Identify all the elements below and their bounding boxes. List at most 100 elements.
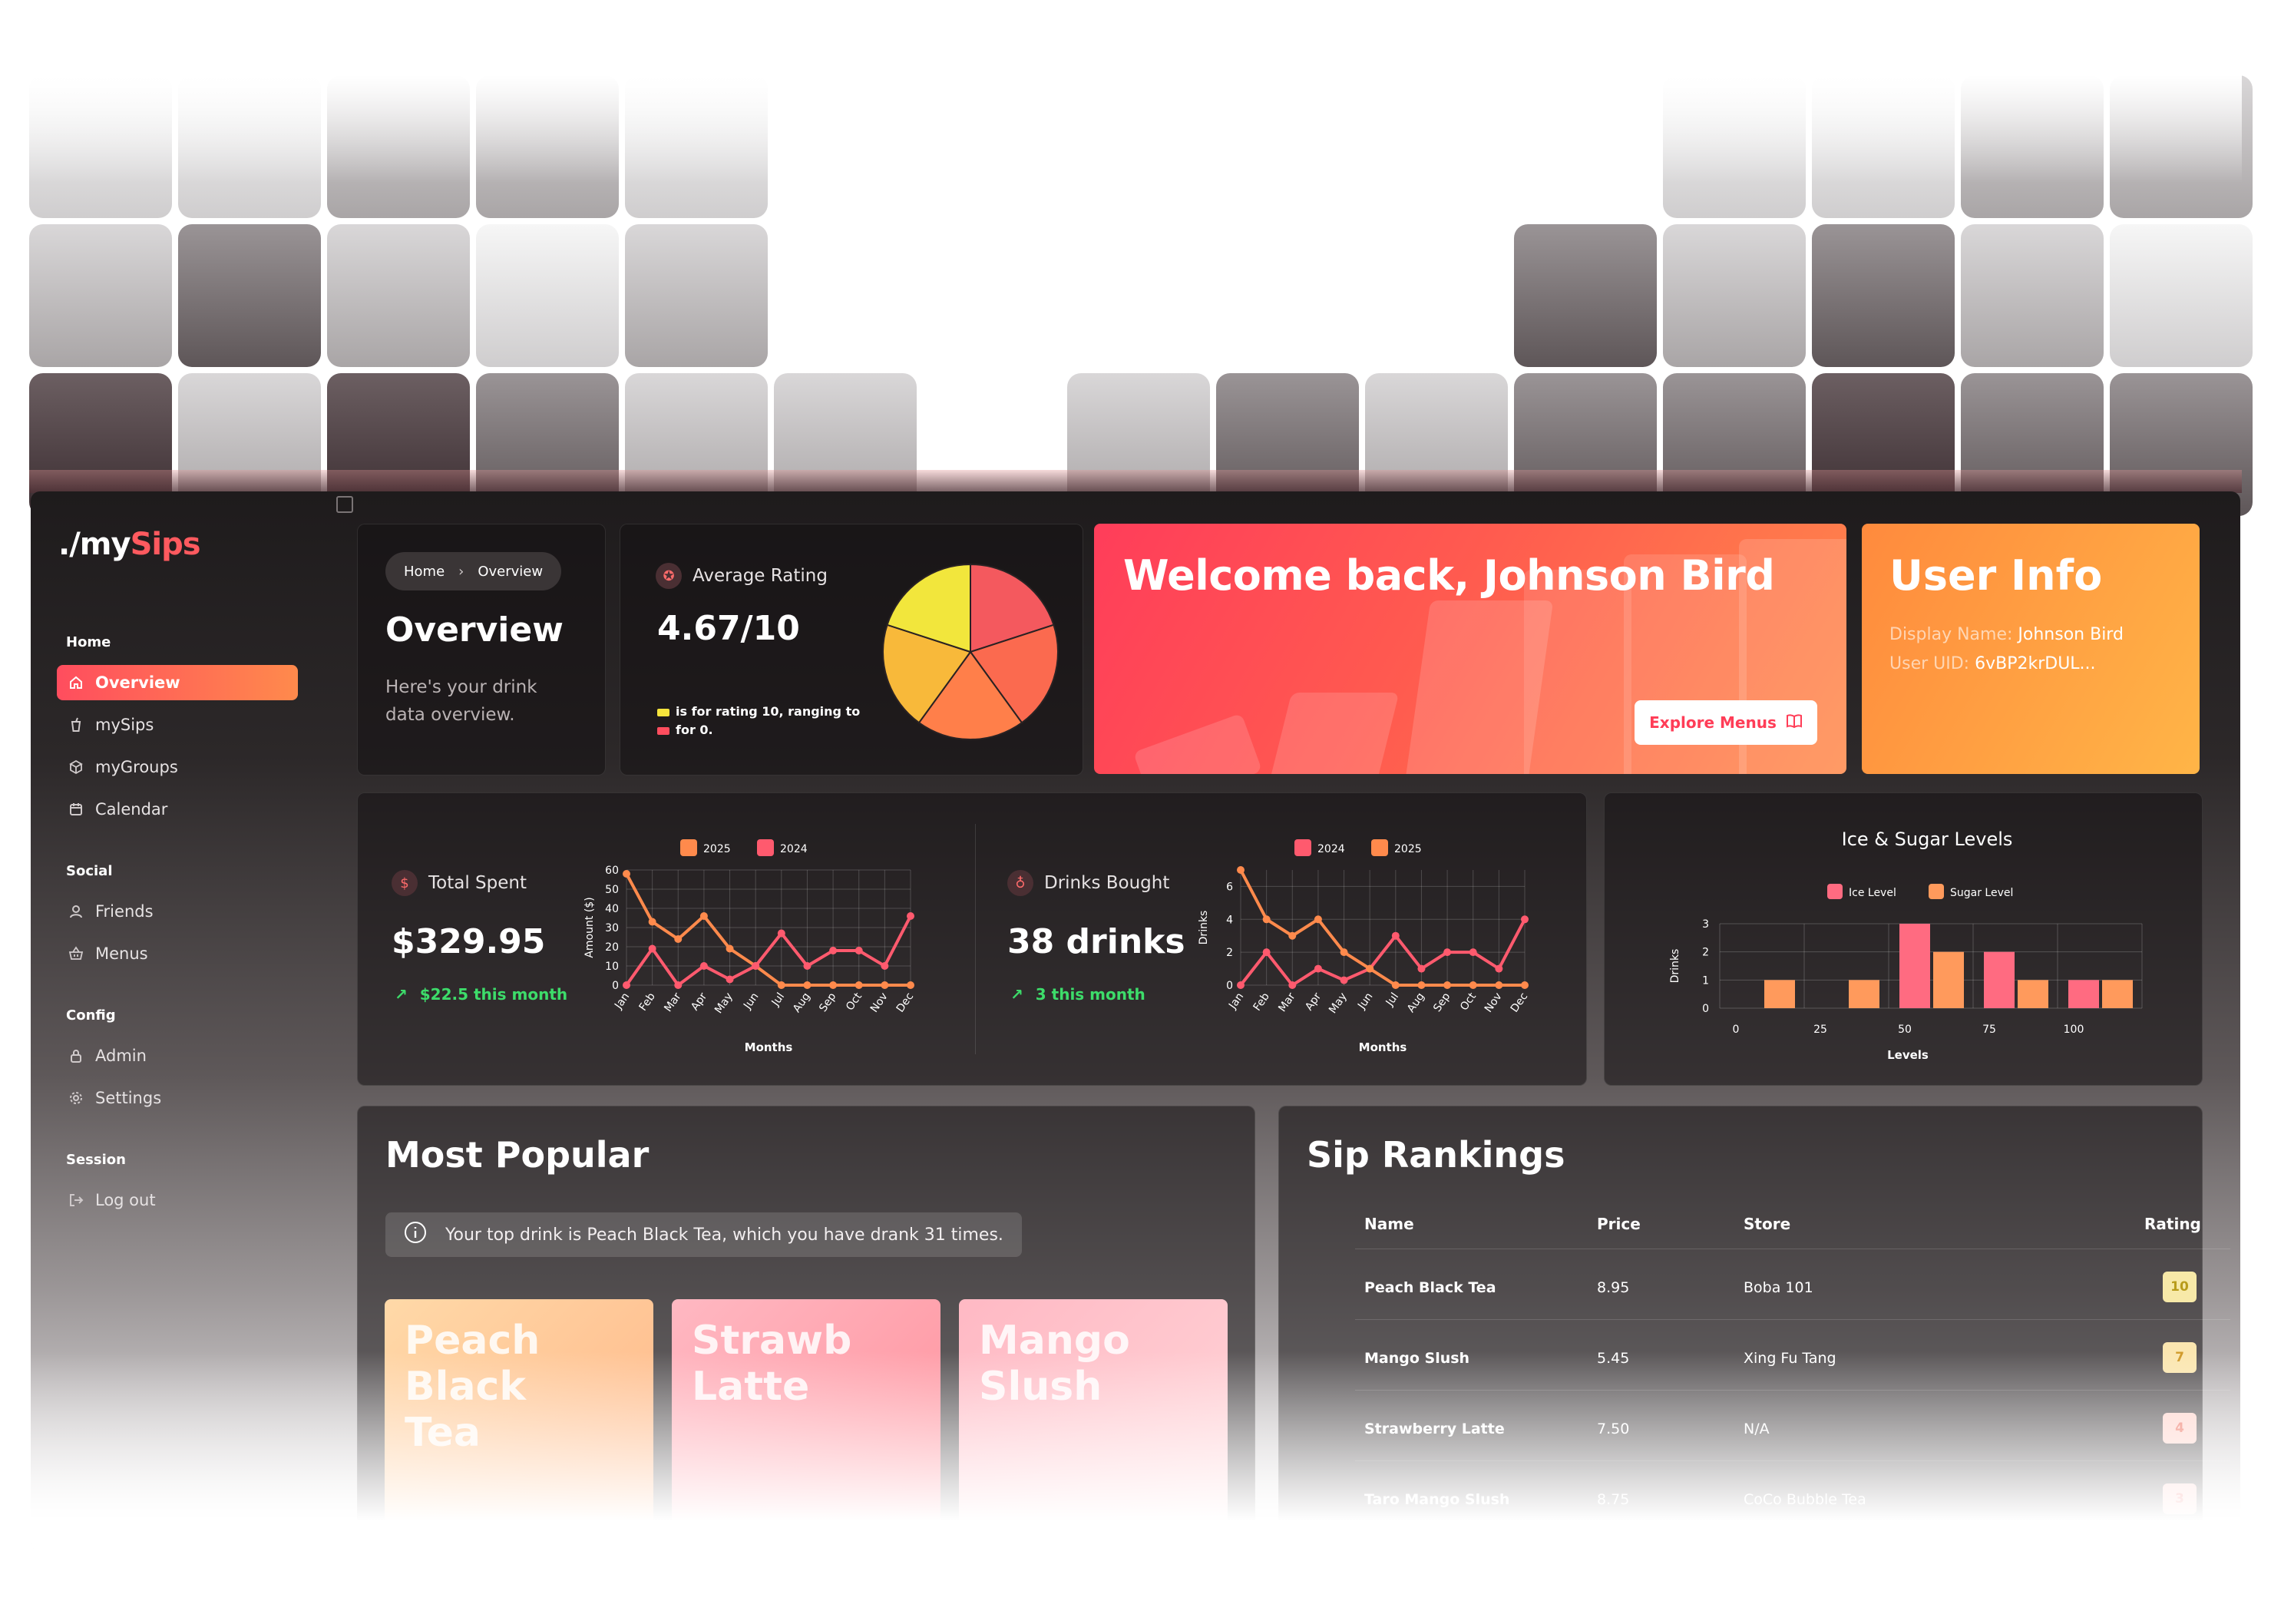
popular-drink-card-3[interactable]: Mango Slush [959,1299,1228,1551]
sidebar-item-mysips[interactable]: mySips [57,707,298,743]
main-content: Home › Overview Overview Here's your dri… [326,491,2240,1551]
data-point [1521,915,1529,924]
pie-slice [886,563,971,653]
data-point [1237,981,1245,989]
sidebar-item-label: Calendar [95,800,168,819]
sidebar-user-footer[interactable]: Johnson Bird [115,1522,202,1539]
user-info-card: User Info Display Name: Johnson Bird Use… [1862,524,2200,774]
series-line [625,915,912,987]
data-point [623,870,630,878]
drinks-line-chart: 2024 2025 0 2 4 6 Jan Feb Mar Apr May Jun Jul Aug Sep O… [1198,839,1531,1054]
data-point [699,912,708,920]
y-tick-label: 40 [605,903,619,915]
data-point [674,935,683,943]
data-point [829,981,838,989]
data-point [777,929,785,938]
data-point [855,981,863,989]
rating-badge: 7 [2163,1342,2197,1373]
data-point [1262,948,1271,957]
sidebar-item-mygroups[interactable]: myGroups [57,749,298,785]
sidebar-item-overview[interactable]: Overview [57,665,298,700]
x-tick-label: Feb [637,991,658,1014]
data-point [726,944,734,953]
data-point [648,918,656,926]
sidebar-item-settings[interactable]: Settings [57,1080,298,1116]
x-tick-label: Mar [662,991,683,1014]
x-tick-label: Dec [894,991,917,1014]
x-axis-label: Months [745,1040,793,1054]
x-tick-label: Aug [1405,991,1427,1015]
x-tick-label: Jun [1355,991,1375,1012]
data-point [726,975,734,984]
pie-slice [882,623,972,724]
col-name[interactable]: Name [1364,1215,1414,1233]
pie-slice [970,563,1055,653]
sidebar-item-calendar[interactable]: Calendar [57,792,298,827]
y-tick-label: 60 [605,865,619,877]
sidebar-item-label: Admin [95,1047,147,1065]
sidebar-section-home: Home [66,634,111,650]
col-store[interactable]: Store [1744,1215,1791,1233]
dollar-icon: $ [392,870,418,896]
data-point [907,981,914,989]
cup-icon: ♁ [1007,870,1033,896]
data-point [829,947,838,954]
x-tick-label: May [712,991,736,1016]
legend-label: 2025 [1394,843,1422,855]
col-price[interactable]: Price [1597,1215,1641,1233]
rating-badge: 3 [2163,1483,2197,1514]
info-icon [404,1221,427,1249]
ice-sugar-bar-chart: Ice & Sugar Levels Ice Level Sugar Level 0 1… [1669,829,2143,1062]
legend-label: 2025 [703,843,731,855]
pie-slice [917,650,1023,740]
col-rating[interactable]: Rating [2144,1215,2201,1233]
data-point [1366,964,1374,973]
popular-drink-card-2[interactable]: Strawberry Latte [672,1299,940,1551]
y-axis-label: Drinks [1198,911,1210,945]
ice-sugar-card: Ice & Sugar Levels Ice Level Sugar Level 0 1… [1604,792,2203,1086]
sidebar-item-menus[interactable]: Menus [57,936,298,971]
x-axis-label: Months [1359,1040,1407,1054]
sidebar-item-logout[interactable]: Log out [57,1182,298,1218]
data-point [699,962,708,970]
bar [1933,951,1964,1008]
series-line [625,873,911,987]
x-tick-label: Oct [1458,991,1479,1013]
data-point [648,944,656,953]
y-tick-label: 1 [1702,974,1709,987]
pie-slice [969,623,1059,724]
most-popular-info: Your top drink is Peach Black Tea, which… [385,1212,1022,1257]
x-tick-label: Apr [1303,991,1324,1013]
data-point [803,981,812,989]
sip-rankings-title: Sip Rankings [1307,1134,1565,1176]
drinks-bought-delta: ↗ 3 this month [1010,985,1145,1004]
rating-badge: 4 [2163,1413,2197,1444]
sidebar-item-label: myGroups [95,758,178,776]
data-point [881,962,889,970]
page-subtitle: Here's your drink data overview. [385,677,537,725]
explore-menus-button[interactable]: Explore Menus [1635,700,1817,745]
legend-label: 2024 [1317,843,1345,855]
app-logo[interactable]: ./mySips [58,527,201,562]
sidebar-toggle-icon[interactable] [336,496,353,513]
y-tick-label: 4 [1226,914,1233,926]
sidebar-item-friends[interactable]: Friends [57,894,298,929]
sidebar-item-label: Settings [95,1089,162,1107]
y-tick-label: 0 [612,980,619,992]
x-tick-label: Feb [1251,991,1272,1014]
window-top-seam [29,470,2242,493]
cup-icon [68,716,84,733]
sidebar-item-label: Friends [95,902,154,921]
breadcrumb-home[interactable]: Home [404,563,445,580]
x-tick-label: May [1327,991,1350,1016]
x-tick-label: Dec [1509,991,1531,1014]
series-line [1239,918,1526,987]
explore-menus-label: Explore Menus [1649,713,1777,732]
book-open-icon [1786,713,1803,733]
sidebar-item-admin[interactable]: Admin [57,1038,298,1073]
popular-drink-card-1[interactable]: Peach Black Tea [385,1299,653,1551]
y-tick-label: 0 [1226,980,1233,992]
total-spent-value: $329.95 [392,922,546,961]
x-tick-label: Oct [844,991,864,1013]
y-axis-label: Drinks [1669,949,1681,984]
